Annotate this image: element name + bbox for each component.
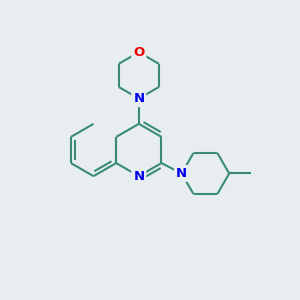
Text: N: N: [133, 92, 144, 105]
Text: N: N: [133, 170, 144, 183]
Text: O: O: [133, 46, 145, 59]
Text: N: N: [176, 167, 187, 180]
